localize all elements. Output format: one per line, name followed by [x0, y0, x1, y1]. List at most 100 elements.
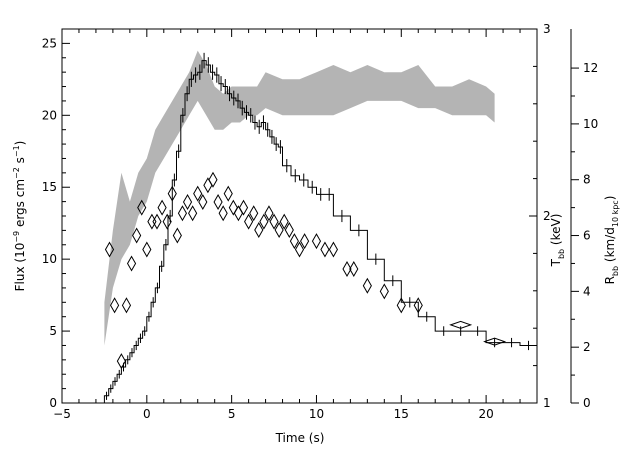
radius-diamond: [449, 320, 473, 329]
radius-diamond: [342, 261, 352, 278]
temperature-axis-label: Tbb (keV): [549, 214, 566, 268]
radius-diamond: [269, 213, 279, 230]
radius-diamond: [264, 205, 274, 222]
flux-label-p1: −9: [12, 231, 21, 243]
t-label-p0: T: [549, 258, 563, 267]
radius-diamond-layer: [104, 171, 507, 370]
radius-diamond: [208, 171, 218, 188]
flux-tick-label: 10: [42, 252, 57, 266]
radius-diamond: [254, 221, 264, 238]
r-tick-label: 10: [583, 117, 598, 131]
flux-tick-label: 5: [49, 324, 57, 338]
x-tick-label: 0: [143, 407, 151, 421]
radius-diamond: [274, 221, 284, 238]
x-tick-label: 15: [394, 407, 409, 421]
r-label-p3: 10 kpc: [611, 200, 620, 227]
radius-diamond: [218, 205, 228, 222]
flux-label-p3: −2: [12, 167, 21, 179]
t-tick-label: 3: [543, 22, 551, 36]
flux-tick-label: 0: [49, 396, 57, 410]
t-label-p2: (keV): [549, 214, 563, 249]
radius-diamond: [116, 353, 126, 370]
radius-diamond: [126, 255, 137, 272]
radius-diamond: [289, 233, 299, 250]
temperature-band-layer: [104, 50, 495, 346]
radius-diamond: [162, 213, 172, 230]
temperature-axis-ticks: 1 2 3: [529, 22, 551, 410]
x-axis-label: Time (s): [275, 431, 325, 445]
flux-tick-label: 15: [42, 180, 57, 194]
x-axis-ticks: −5 0 5 10 15 20: [53, 29, 538, 421]
x-tick-label: 5: [228, 407, 236, 421]
radius-diamond: [259, 213, 269, 230]
flux-axis-ticks: 0 5 10 15 20 25: [42, 36, 70, 410]
flux-label-p4: s: [13, 157, 27, 167]
radius-diamond: [142, 241, 152, 258]
r-label-p1: bb: [611, 266, 620, 276]
radius-diamond: [223, 185, 233, 202]
radius-diamond: [167, 185, 177, 202]
radius-diamond: [249, 205, 259, 222]
radius-diamond: [152, 213, 162, 230]
radius-diamond: [121, 297, 132, 314]
radius-diamond: [233, 205, 244, 222]
r-tick-label: 4: [583, 284, 591, 298]
flux-label-p6: ): [13, 141, 27, 146]
r-label-p0: R: [603, 276, 617, 284]
radius-axis-label: Rbb (km/d10 kpc): [603, 196, 620, 285]
flux-label-p5: −1: [12, 145, 21, 157]
radius-diamond: [413, 297, 423, 314]
radius-diamond: [188, 205, 198, 222]
radius-diamond: [104, 241, 115, 258]
r-label-p2: (km/d: [603, 227, 617, 266]
radius-diamond: [228, 199, 238, 216]
x-tick-label: −5: [53, 407, 71, 421]
radius-diamond: [172, 227, 182, 244]
r-tick-label: 2: [583, 340, 591, 354]
radius-diamond: [379, 283, 389, 300]
t-tick-label: 2: [543, 209, 551, 223]
radius-diamond: [279, 213, 289, 230]
radius-diamond: [311, 233, 322, 250]
radius-diamond: [483, 337, 507, 346]
flux-label-p2: ergs cm: [13, 179, 27, 231]
radius-diamond: [300, 233, 310, 250]
r-tick-label: 8: [583, 173, 591, 187]
temperature-band: [104, 50, 495, 346]
radius-diamond: [362, 277, 372, 294]
radius-diamond: [147, 213, 157, 230]
x-tick-label: 20: [478, 407, 493, 421]
radius-diamond: [396, 297, 406, 314]
flux-tick-label: 25: [42, 36, 57, 50]
r-tick-label: 12: [583, 61, 598, 75]
radius-axis-ticks: 0 2 4 6 8 10 12: [571, 61, 598, 410]
r-label-p4: ): [603, 196, 617, 201]
radius-diamond: [320, 241, 330, 258]
r-tick-label: 6: [583, 229, 591, 243]
radius-diamond: [198, 194, 208, 211]
radius-diamond: [157, 199, 167, 216]
flux-histogram-layer: [103, 52, 537, 403]
flux-tick-label: 20: [42, 108, 57, 122]
radius-diamond: [244, 213, 254, 230]
radius-diamond: [284, 221, 294, 238]
x-tick-label: 10: [309, 407, 324, 421]
r-tick-label: 0: [583, 396, 591, 410]
radius-diamond: [328, 241, 339, 258]
radius-diamond: [203, 177, 213, 194]
flux-label-p0: Flux (10: [13, 243, 27, 292]
flux-histogram: [103, 60, 537, 403]
radius-diamond: [132, 227, 142, 244]
radius-diamond: [213, 194, 223, 211]
radius-diamond: [193, 185, 203, 202]
t-tick-label: 1: [543, 396, 551, 410]
radius-diamond: [238, 199, 249, 216]
t-label-p1: bb: [557, 249, 566, 259]
radius-diamond: [349, 261, 359, 278]
radius-diamond: [182, 194, 193, 211]
radius-diamond: [294, 241, 305, 258]
flux-axis-label: Flux (10−9 ergs cm−2 s−1): [12, 141, 27, 292]
radius-diamond: [110, 297, 120, 314]
radius-diamond: [177, 205, 188, 222]
